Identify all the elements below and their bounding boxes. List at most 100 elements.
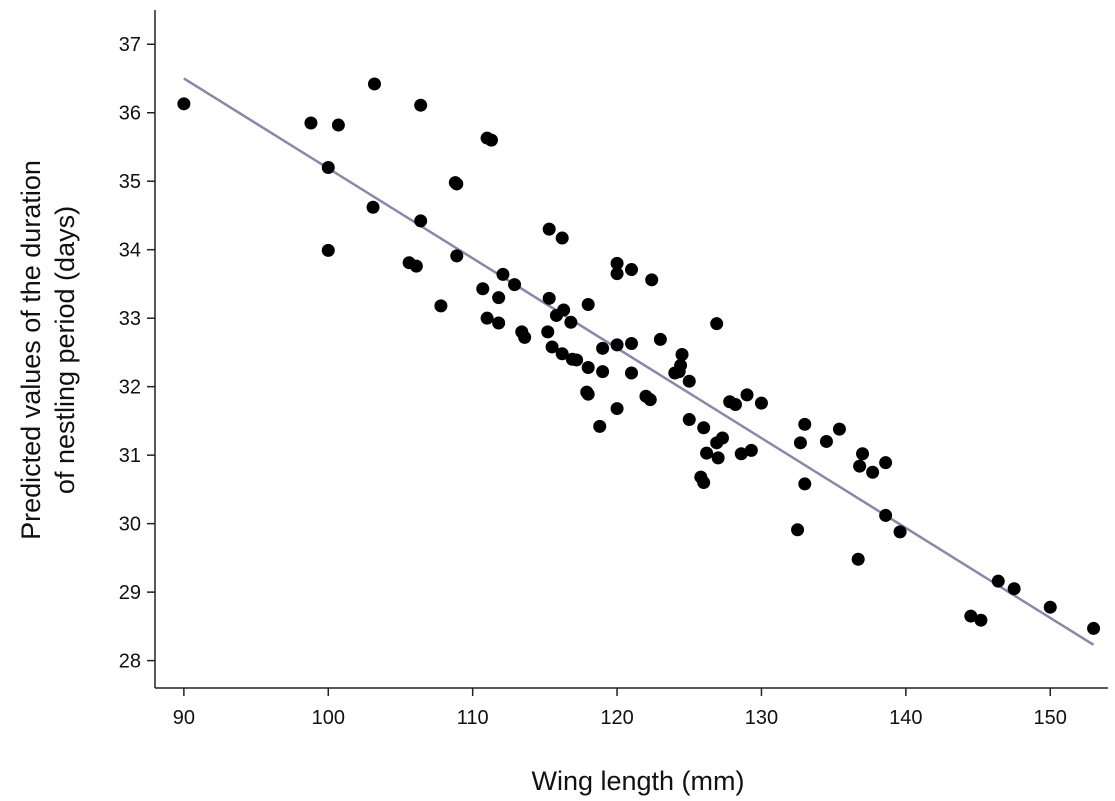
x-tick-label: 140 <box>889 707 922 729</box>
data-point <box>593 419 607 433</box>
data-point <box>710 317 724 331</box>
data-point <box>674 358 688 372</box>
data-point <box>564 315 578 329</box>
data-point <box>625 366 638 380</box>
data-point <box>450 249 464 263</box>
data-point <box>610 267 624 281</box>
data-point <box>304 116 318 130</box>
data-point <box>832 422 846 436</box>
data-point <box>798 477 812 491</box>
data-point <box>476 282 490 296</box>
data-point <box>492 291 506 305</box>
y-axis-title-line-1: Predicted values of the duration <box>16 160 46 540</box>
data-point <box>321 161 335 175</box>
data-point <box>555 347 569 361</box>
data-point <box>740 388 754 402</box>
y-axis-ticks: 28 29 30 31 32 33 34 35 36 37 <box>119 34 155 673</box>
data-point <box>754 396 768 410</box>
data-point <box>682 374 696 388</box>
data-point <box>331 118 345 132</box>
data-point <box>518 330 532 344</box>
data-point <box>879 508 893 522</box>
data-point <box>991 574 1005 588</box>
data-point <box>893 525 907 539</box>
y-tick-label: 29 <box>119 582 141 604</box>
x-axis-title: Wing length (mm) <box>531 766 744 796</box>
data-point <box>434 299 448 313</box>
data-point <box>542 291 556 305</box>
data-point <box>653 332 667 346</box>
x-tick-label: 120 <box>600 707 633 729</box>
y-tick-label: 31 <box>119 445 141 467</box>
data-point <box>409 259 423 273</box>
data-point <box>697 476 711 490</box>
data-point <box>819 434 833 448</box>
data-point <box>570 353 584 367</box>
data-point <box>711 451 725 465</box>
data-point <box>321 243 335 257</box>
data-point <box>596 341 610 355</box>
data-point <box>555 231 569 245</box>
regression-line <box>183 77 1095 646</box>
data-point <box>866 465 880 479</box>
data-point <box>450 177 464 191</box>
data-point <box>596 365 610 379</box>
data-point <box>715 431 729 445</box>
data-point <box>508 278 522 292</box>
data-point <box>557 303 571 317</box>
data-point <box>581 387 595 401</box>
data-point <box>643 393 657 407</box>
data-point <box>700 446 714 460</box>
x-tick-label: 110 <box>457 707 489 729</box>
data-point <box>964 609 978 623</box>
data-point <box>1043 600 1057 614</box>
y-tick-label: 36 <box>119 103 141 125</box>
data-point <box>366 200 380 214</box>
data-point <box>697 421 711 435</box>
data-point <box>414 98 428 112</box>
y-axis-title-line-2: of nestling period (days) <box>50 206 80 494</box>
data-point <box>545 340 559 354</box>
data-point <box>856 447 870 461</box>
data-point <box>177 97 191 111</box>
data-point <box>581 360 595 374</box>
y-tick-label: 34 <box>119 240 141 262</box>
data-point <box>734 447 748 461</box>
data-point <box>492 316 506 330</box>
x-tick-label: 90 <box>173 707 195 729</box>
data-point <box>798 417 812 431</box>
data-point <box>682 413 696 427</box>
data-point <box>610 338 624 352</box>
y-tick-label: 32 <box>119 377 141 399</box>
data-point <box>728 397 742 411</box>
data-point <box>610 256 624 270</box>
data-point <box>367 77 381 91</box>
data-point <box>414 214 428 228</box>
data-point <box>542 222 556 236</box>
y-tick-label: 37 <box>119 34 141 56</box>
x-tick-label: 100 <box>312 707 345 729</box>
data-point <box>791 523 805 537</box>
data-point <box>851 552 865 566</box>
data-point <box>484 133 498 147</box>
data-point <box>744 443 758 457</box>
data-point <box>625 337 638 351</box>
data-point <box>541 325 555 339</box>
data-point <box>879 456 893 470</box>
y-tick-label: 28 <box>119 651 141 673</box>
data-point <box>793 436 807 450</box>
data-point <box>1087 621 1101 635</box>
data-point <box>1007 582 1021 596</box>
y-tick-label: 33 <box>119 308 141 330</box>
data-point <box>625 263 638 277</box>
y-tick-label: 35 <box>119 171 141 193</box>
x-axis-ticks: 90 100 110 120 130 140 150 <box>173 688 1067 729</box>
x-tick-label: 150 <box>1034 707 1067 729</box>
data-point <box>496 267 510 281</box>
data-point <box>675 347 689 361</box>
data-point <box>480 311 494 325</box>
data-point <box>853 459 867 473</box>
data-point <box>610 402 624 416</box>
data-point <box>645 273 659 287</box>
